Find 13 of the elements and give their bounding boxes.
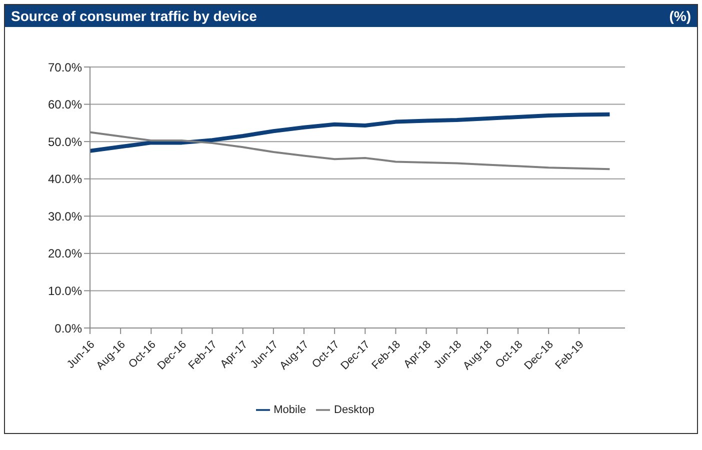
legend-label: Mobile bbox=[274, 404, 306, 416]
chart-title: Source of consumer traffic by device bbox=[11, 8, 257, 24]
y-tick-label: 60.0% bbox=[48, 98, 82, 112]
y-tick-label: 20.0% bbox=[48, 246, 82, 261]
legend-label: Desktop bbox=[334, 404, 374, 416]
y-tick-label: 10.0% bbox=[48, 284, 82, 298]
line-series bbox=[90, 112, 612, 153]
y-tick-label: 30.0% bbox=[48, 209, 82, 224]
y-tick-label: 50.0% bbox=[48, 134, 82, 149]
y-tick-label: 70.0% bbox=[48, 60, 82, 74]
y-tick-label: 0.0% bbox=[54, 321, 82, 336]
text: (%) bbox=[669, 8, 691, 24]
y-tick-label: 40.0% bbox=[48, 172, 82, 186]
